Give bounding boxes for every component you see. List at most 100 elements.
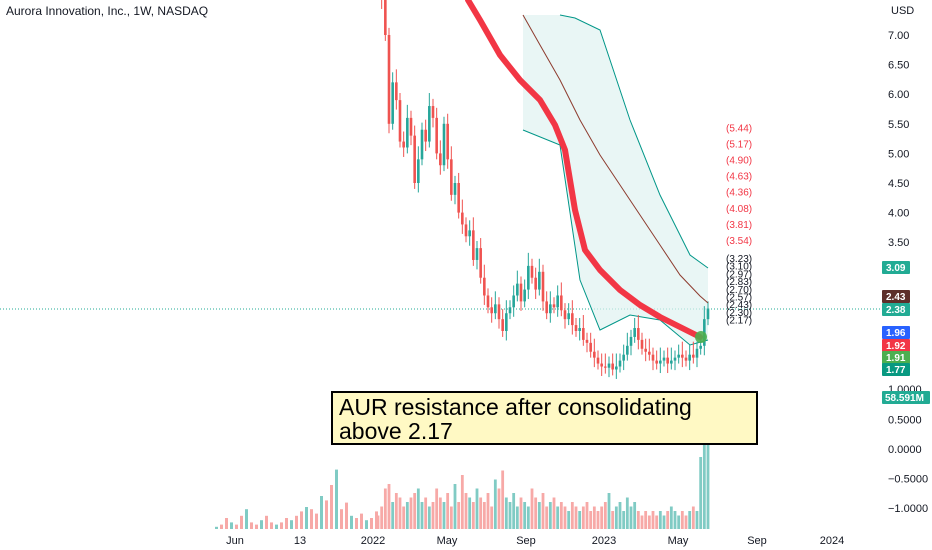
channel-midline	[522, 14, 709, 304]
volume-bar	[552, 497, 556, 529]
volume-bar	[394, 493, 398, 529]
volume-bar	[534, 497, 538, 529]
volume-bar	[442, 502, 446, 529]
volume-bar	[570, 502, 574, 529]
volume-bar	[556, 506, 560, 529]
volume-bar	[640, 515, 644, 529]
candle-body	[475, 248, 479, 260]
fib-level-label: (2.97)	[726, 269, 752, 280]
volume-bar	[235, 524, 238, 529]
fib-level-label: (2.83)	[726, 277, 752, 288]
volume-bar	[325, 500, 328, 529]
candle-body	[582, 328, 585, 340]
candle-body	[688, 354, 691, 361]
volume-bar	[420, 502, 424, 529]
volume-tick-label: −1.0000	[888, 503, 928, 515]
volume-bar	[285, 518, 288, 529]
volume-bar	[636, 511, 640, 529]
candle-body	[512, 295, 515, 308]
annotation-callout[interactable]: AUR resistance after consolidating above…	[331, 391, 758, 445]
volume-bar	[512, 493, 516, 529]
candles	[381, 0, 710, 379]
price-tick-label: 4.00	[888, 208, 909, 220]
candle-body	[497, 304, 501, 320]
volume-bar	[600, 506, 604, 529]
candle-body	[420, 129, 424, 160]
candle-body	[574, 325, 578, 331]
candle-body	[571, 313, 574, 326]
volume-bar	[280, 522, 283, 529]
volume-bar	[449, 506, 453, 529]
volume-bar	[350, 515, 353, 529]
candle-body	[699, 345, 702, 349]
fib-level-label: (2.70)	[726, 285, 752, 296]
volume-bar	[545, 506, 549, 529]
volume-bar	[669, 506, 673, 529]
candle-body	[461, 212, 464, 225]
volume-bar	[435, 488, 439, 529]
candle-body	[695, 348, 699, 358]
candle-body	[384, 0, 387, 36]
price-tick-label: 6.50	[888, 60, 909, 72]
candle-body	[629, 336, 633, 346]
volume-bar	[482, 502, 486, 529]
volume-bar	[589, 511, 593, 529]
candle-body	[468, 230, 471, 237]
fib-level-label: (2.30)	[726, 308, 752, 319]
price-badge-label: 1.92	[886, 341, 906, 352]
price-badge	[882, 261, 910, 274]
price-tick-label: 5.50	[888, 119, 909, 131]
volume-bar	[629, 506, 633, 529]
fib-level-label: (4.63)	[726, 171, 752, 182]
chart-title: Aurora Innovation, Inc., 1W, NASDAQ	[6, 4, 208, 18]
candle-body	[567, 313, 570, 320]
time-axis[interactable]: Jun 13 2022 May Sep 2023 May Sep 2024	[226, 535, 844, 547]
candle-body	[541, 271, 545, 302]
volume-bar	[270, 522, 273, 529]
candle-body	[549, 304, 552, 314]
volume-bar	[240, 515, 243, 529]
volume-bar	[614, 506, 618, 529]
candle-body	[417, 159, 420, 183]
fib-level-label: (3.23)	[726, 254, 752, 265]
candle-body	[611, 363, 614, 370]
candle-body	[516, 283, 519, 296]
volume-bar	[673, 511, 677, 529]
candle-body	[585, 339, 589, 343]
candle-body	[406, 117, 409, 148]
candle-body	[505, 313, 508, 331]
candle-body	[648, 351, 651, 355]
price-badge-label: 2.43	[886, 292, 906, 303]
price-badge	[882, 339, 910, 352]
volume-bar	[677, 515, 681, 529]
volume-bar	[215, 526, 218, 529]
volume-bar	[548, 502, 552, 529]
volume-bar	[526, 506, 530, 529]
candle-body	[670, 360, 673, 364]
volume-bar	[695, 511, 699, 529]
candle-body	[527, 265, 530, 290]
volume-bar	[453, 484, 457, 529]
price-badge	[882, 326, 910, 339]
volume-bar	[413, 493, 417, 529]
candle-body	[626, 345, 629, 355]
candle-body	[681, 354, 684, 358]
currency-label: USD	[891, 5, 914, 17]
volume-bar	[537, 502, 541, 529]
candle-body	[560, 295, 563, 311]
price-badge-label: 1.77	[886, 365, 906, 376]
fib-level-label: (4.36)	[726, 187, 752, 198]
volume-bar	[320, 496, 323, 529]
candle-body	[431, 106, 435, 118]
volume-bar	[471, 502, 475, 529]
candle-body	[651, 354, 655, 361]
volume-bar	[431, 502, 435, 529]
volume-axis[interactable]: 0.5000 0.0000 −0.5000 −1.0000	[888, 414, 928, 515]
price-badge-label: 1.91	[886, 353, 906, 364]
fib-levels: (5.44) (5.17) (4.90) (4.63) (4.36) (4.08) (3.8…	[726, 123, 752, 326]
candle-body	[486, 295, 490, 308]
price-axis[interactable]: 7.006.506.005.505.004.504.003.501.0000	[888, 30, 922, 396]
price-badge	[882, 290, 910, 303]
